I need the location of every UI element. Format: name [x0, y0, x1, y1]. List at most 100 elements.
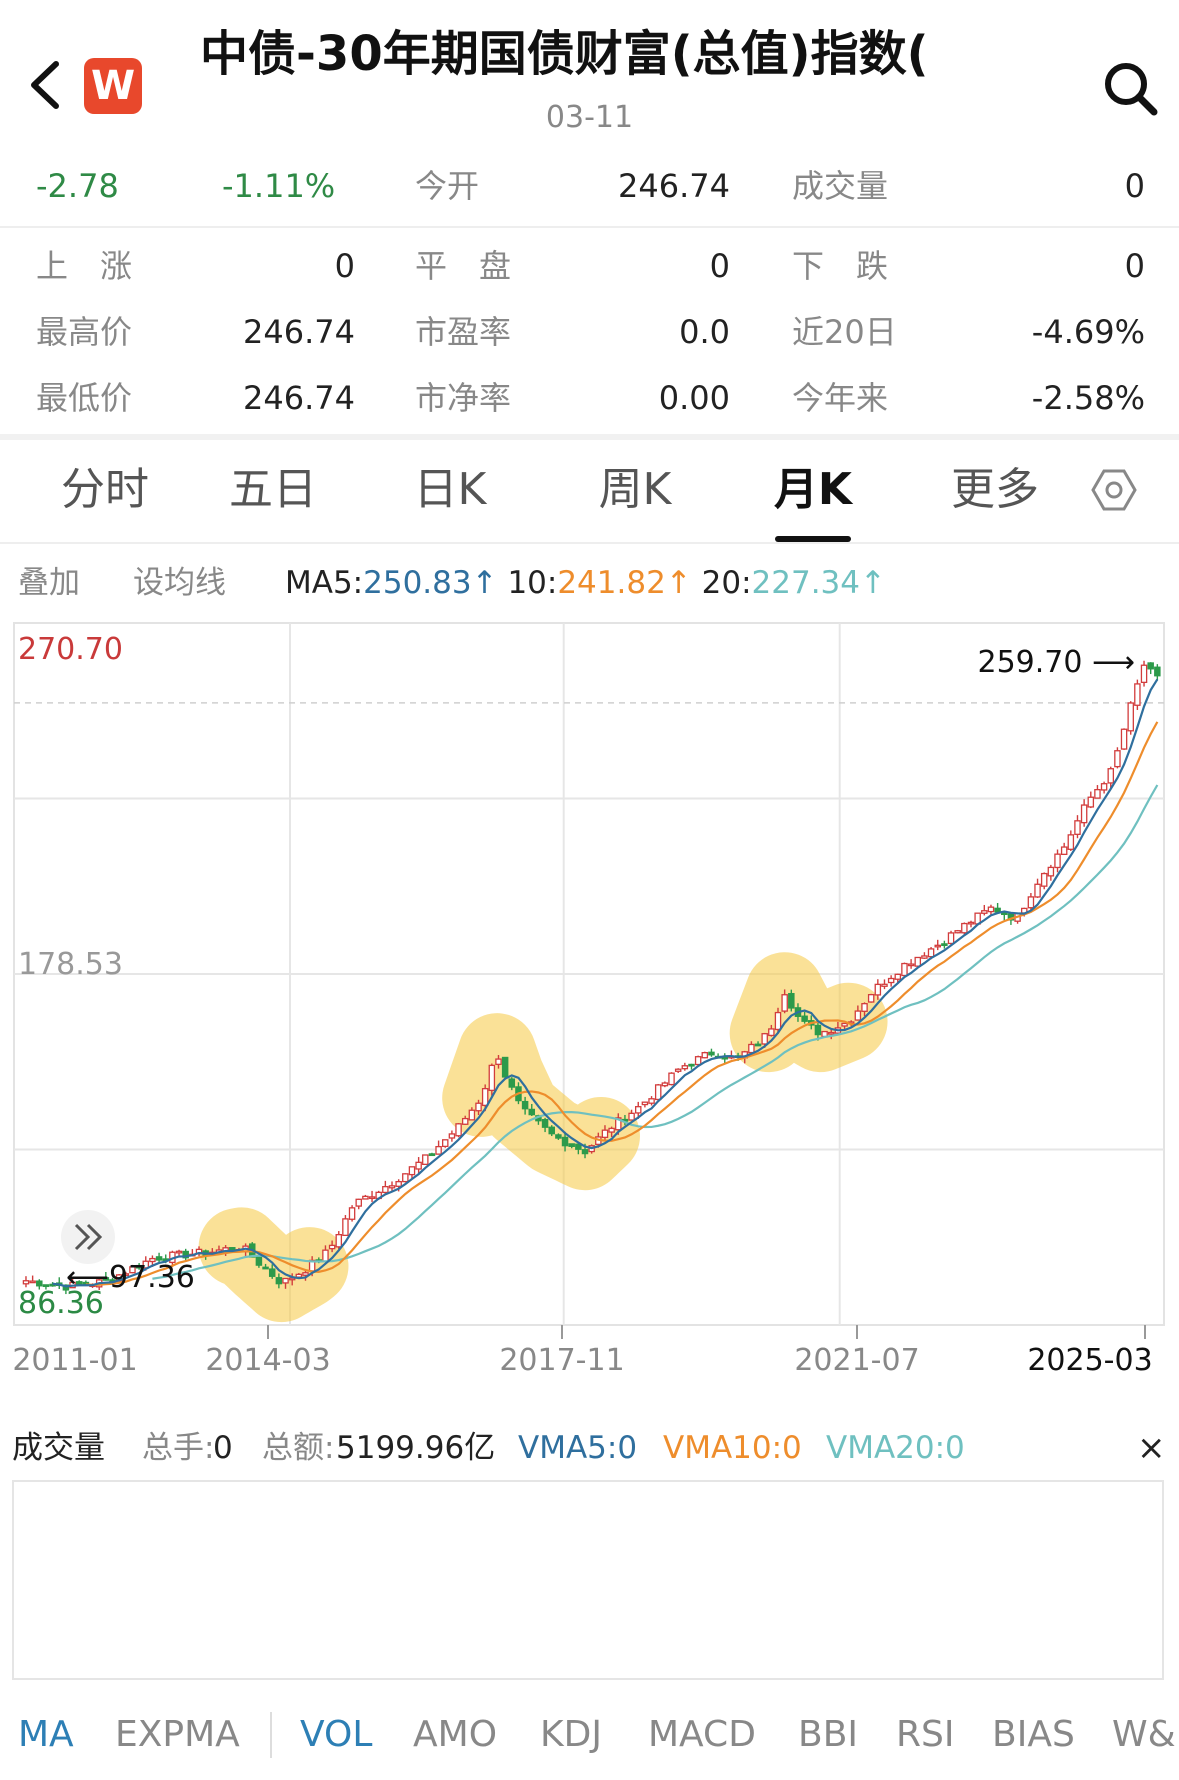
settings-button[interactable]: [1090, 466, 1138, 514]
tab-daily-k[interactable]: 日K: [413, 464, 487, 515]
candle-body: [881, 983, 888, 987]
y-min-label: 86.36: [18, 1286, 104, 1321]
candle-body: [1054, 853, 1061, 869]
candle-body: [874, 983, 882, 996]
ma10-line: [85, 721, 1159, 1286]
back-button[interactable]: [22, 50, 72, 120]
total-amount-label: 总额:: [262, 1430, 335, 1466]
candle-body: [907, 963, 915, 967]
candle-body: [1074, 820, 1081, 835]
indicator-ma[interactable]: MA: [18, 1714, 74, 1755]
candle-body: [1134, 683, 1141, 706]
candle-body: [1040, 872, 1048, 887]
candle-body: [322, 1249, 329, 1262]
stat-label: 最低价: [36, 379, 133, 417]
candle-body: [575, 1143, 582, 1150]
candle-body: [967, 921, 975, 925]
candle-body: [1080, 804, 1088, 824]
indicator-kdj[interactable]: KDJ: [540, 1714, 602, 1755]
candle-body: [488, 1064, 496, 1092]
stat-value: 0: [709, 247, 730, 285]
candle-body: [1120, 728, 1128, 750]
candle-body: [581, 1149, 589, 1155]
total-hands-value: 0: [213, 1430, 233, 1466]
vma5: VMA5:0: [518, 1430, 638, 1466]
candle-body: [328, 1244, 336, 1250]
indicator-bias[interactable]: BIAS: [992, 1714, 1075, 1755]
tab-more[interactable]: 更多: [951, 464, 1039, 515]
candle-body: [1127, 702, 1134, 732]
indicator-amo[interactable]: AMO: [413, 1714, 498, 1755]
search-button[interactable]: [1100, 58, 1160, 118]
period-tabs: 分时 五日 日K 周K 月K 更多: [0, 440, 1179, 542]
ma5-value: 250.83↑: [363, 565, 498, 601]
candle-body: [841, 1022, 848, 1027]
indicator-macd[interactable]: MACD: [648, 1714, 756, 1755]
ma5-label: MA5:: [285, 565, 364, 601]
change-percent: -1.11%: [222, 167, 336, 205]
candle-body: [947, 932, 955, 945]
expand-chart-icon: [61, 1210, 115, 1264]
candle-body: [688, 1063, 695, 1067]
stat-value: 246.74: [243, 379, 355, 417]
high-marker: 259.70 ⟶: [977, 645, 1135, 680]
ma10-value: 241.82↑: [557, 565, 692, 601]
candle-body: [987, 906, 995, 913]
chart-grid: [13, 622, 1165, 1326]
tab-five-day[interactable]: 五日: [229, 464, 317, 515]
ma-lines: [52, 678, 1159, 1288]
low-marker: ⟵97.36: [66, 1260, 195, 1295]
candle-body: [694, 1056, 702, 1066]
candle-body: [1147, 662, 1154, 670]
stat-value: 0.0: [679, 313, 730, 351]
candle-body: [555, 1134, 562, 1139]
indicator-vol[interactable]: VOL: [300, 1714, 373, 1755]
stat-value: 0: [334, 247, 355, 285]
candle-body: [521, 1100, 529, 1110]
x-axis-label: 2021-07: [794, 1343, 919, 1375]
overlay-button[interactable]: 叠加: [18, 565, 80, 601]
candle-body: [415, 1161, 422, 1170]
candle-body: [1107, 768, 1115, 784]
candle-body: [648, 1098, 655, 1104]
candle-body: [448, 1133, 456, 1139]
candle-body: [901, 962, 908, 977]
vma20: VMA20:0: [826, 1430, 965, 1466]
candle-body: [155, 1256, 163, 1261]
candle-body: [981, 910, 988, 914]
candle-body: [262, 1266, 269, 1270]
stats-row: 最低价 246.74 市净率 0.00 今年来 -2.58%: [0, 364, 1179, 432]
divider: [0, 542, 1179, 544]
tab-monthly-k[interactable]: 月K: [773, 464, 853, 515]
indicator-rsi[interactable]: RSI: [896, 1714, 955, 1755]
volume-chart[interactable]: [12, 1480, 1164, 1680]
indicator-expma[interactable]: EXPMA: [115, 1714, 240, 1755]
active-tab-indicator: [775, 536, 851, 542]
volume-title: 成交量: [12, 1430, 105, 1466]
indicator-bbi[interactable]: BBI: [798, 1714, 859, 1755]
tab-intraday[interactable]: 分时: [61, 464, 149, 515]
stat-label: 最高价: [36, 313, 133, 351]
candle-body: [368, 1196, 376, 1200]
candle-body: [1027, 896, 1035, 909]
ma5-line: [52, 678, 1159, 1288]
stat-value: 0: [1124, 247, 1145, 285]
candle-body: [548, 1126, 555, 1135]
candle-body: [382, 1185, 389, 1194]
candle-body: [129, 1266, 136, 1274]
candle-body: [42, 1284, 50, 1288]
kline-chart[interactable]: 270.70 178.53 86.36 259.70 ⟶ ⟵97.36 2011-01 20…: [0, 615, 1179, 1378]
search-icon: [1105, 63, 1158, 116]
candle-body: [1140, 664, 1148, 684]
close-volume-button[interactable]: ×: [1137, 1428, 1166, 1468]
indicator-w[interactable]: W&: [1112, 1714, 1176, 1755]
candle-body: [814, 1024, 822, 1036]
ma10-label: 10:: [507, 565, 558, 601]
candle-body: [435, 1145, 442, 1155]
candle-body: [1047, 866, 1055, 877]
y-mid-label: 178.53: [18, 947, 123, 982]
tab-weekly-k[interactable]: 周K: [598, 464, 672, 515]
candle-body: [681, 1065, 689, 1070]
set-ma-button[interactable]: 设均线: [133, 565, 226, 601]
candle-body: [1100, 783, 1108, 791]
